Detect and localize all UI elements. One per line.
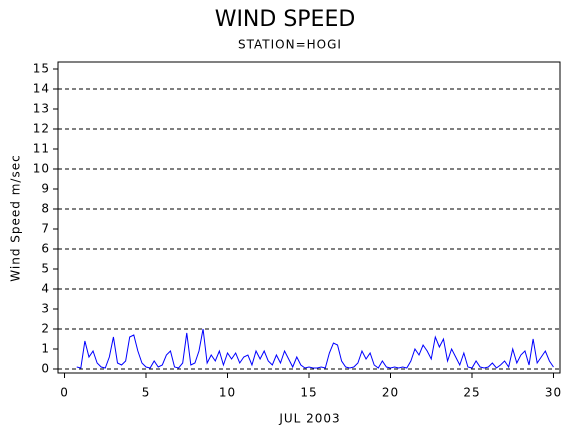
x-axis-label: JUL 2003 — [278, 412, 340, 426]
y-tick-label: 2 — [41, 322, 50, 336]
y-tick-label: 15 — [33, 62, 50, 76]
x-tick-label: 0 — [60, 386, 69, 400]
y-tick-label: 5 — [41, 262, 50, 276]
y-tick-label: 3 — [41, 302, 50, 316]
y-tick-label: 11 — [33, 142, 50, 156]
plot-frame — [57, 61, 561, 374]
x-tick-label: 5 — [142, 386, 151, 400]
y-tick-label: 6 — [41, 242, 50, 256]
y-tick-label: 1 — [41, 342, 50, 356]
y-tick-label: 4 — [41, 282, 50, 296]
x-tick-label: 30 — [545, 386, 562, 400]
y-tick-label: 14 — [33, 82, 50, 96]
x-tick-label: 10 — [219, 386, 236, 400]
y-tick-label: 10 — [33, 162, 50, 176]
y-axis-label: Wind Speed m/sec — [9, 154, 23, 281]
chart-subtitle: STATION=HOGI — [238, 38, 342, 52]
chart-title: WIND SPEED — [215, 7, 356, 32]
x-tick-label: 15 — [300, 386, 317, 400]
data-line — [76, 328, 554, 369]
y-tick-label: 9 — [41, 182, 50, 196]
y-tick-label: 13 — [33, 102, 50, 116]
x-tick-label: 25 — [463, 386, 480, 400]
y-tick-label: 0 — [41, 362, 50, 376]
y-tick-label: 8 — [41, 202, 50, 216]
y-tick-label: 12 — [33, 122, 50, 136]
y-tick-label: 7 — [41, 222, 50, 236]
x-tick-label: 20 — [382, 386, 399, 400]
